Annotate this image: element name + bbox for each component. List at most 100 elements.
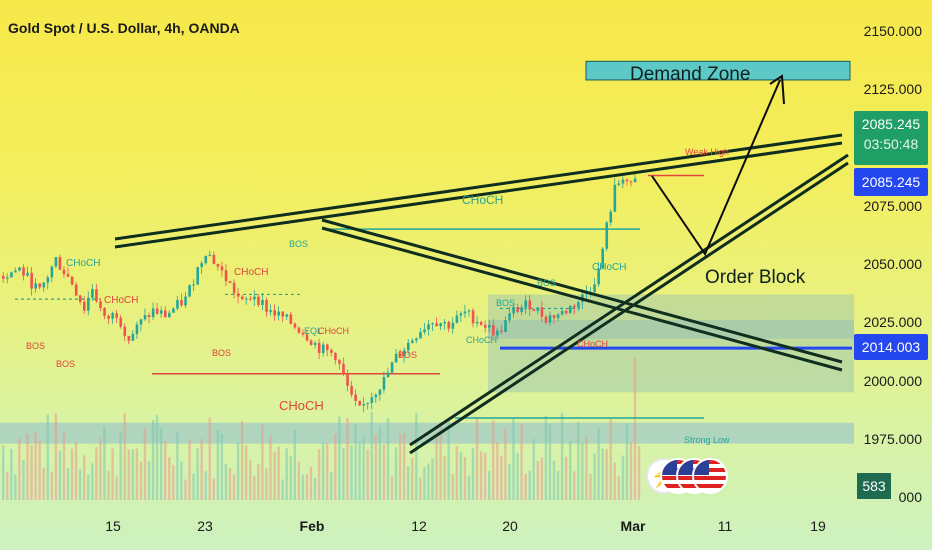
volume-bar	[419, 477, 422, 500]
choch-label: CHoCH	[66, 258, 100, 269]
volume-bar	[180, 461, 183, 500]
us-flag-icon[interactable]	[692, 458, 728, 494]
volume-bar	[524, 473, 527, 500]
candle-body	[386, 372, 390, 378]
candle-body	[402, 350, 406, 357]
descending-trendline[interactable]	[321, 218, 843, 364]
candle-body	[257, 296, 260, 305]
time-axis-label: 15	[105, 518, 121, 534]
candle-body	[463, 311, 467, 314]
volume-bar	[172, 464, 175, 500]
candle-body	[411, 340, 414, 343]
choch-label: CHoCH	[234, 267, 268, 278]
candle-body	[176, 300, 179, 309]
candle-body	[74, 284, 78, 296]
candle-body	[62, 269, 66, 274]
time-axis-label: 19	[810, 518, 826, 534]
projection-arrowhead	[769, 74, 785, 105]
volume-bar	[26, 433, 29, 500]
volume-bar	[228, 468, 232, 500]
candle-body	[240, 296, 244, 300]
volume-bar	[111, 448, 114, 500]
candle-body	[338, 360, 341, 364]
descending-trendline[interactable]	[321, 226, 843, 372]
volume-bar	[488, 471, 491, 500]
bos-label: BOS	[398, 350, 417, 360]
volume-bar	[362, 435, 365, 500]
candle-body	[528, 300, 532, 310]
candle-body	[164, 310, 167, 318]
candle-body	[224, 270, 228, 282]
candle-body	[378, 389, 382, 395]
candle-body	[103, 307, 106, 316]
volume-bar	[621, 455, 625, 500]
time-axis-label: Mar	[621, 518, 646, 534]
candle-body	[180, 300, 183, 306]
candle-body	[520, 307, 523, 312]
candle-body	[431, 323, 434, 325]
time-axis-label: 11	[718, 518, 733, 534]
candle-body	[293, 323, 297, 328]
volume-bar	[358, 441, 361, 500]
upper-trendline[interactable]	[114, 133, 843, 241]
volume-bar	[427, 463, 430, 500]
volume-bar	[50, 471, 53, 500]
volume-bar	[402, 432, 406, 500]
order-block-zone[interactable]	[488, 294, 854, 393]
candle-body	[50, 266, 54, 278]
weak-high-label: Weak High	[685, 147, 729, 157]
candle-body	[536, 307, 540, 312]
candle-body	[577, 302, 580, 308]
candle-body	[483, 324, 487, 328]
volume-bar	[87, 474, 90, 500]
volume-bar	[508, 463, 511, 500]
volume-bar	[66, 468, 70, 500]
volume-bar	[119, 432, 122, 500]
volume-bar	[443, 455, 446, 500]
demand-zone-box[interactable]	[585, 60, 851, 81]
upper-trendline[interactable]	[114, 141, 843, 249]
candle-body	[321, 344, 325, 353]
candle-body	[443, 321, 447, 324]
candle-body	[309, 340, 313, 345]
ascending-trendline[interactable]	[409, 153, 849, 447]
volume-bar	[2, 445, 5, 500]
volume-bar	[196, 448, 199, 500]
candle-body	[354, 394, 357, 401]
volume-bar	[370, 411, 373, 500]
economic-events[interactable]: ⚡	[646, 458, 730, 498]
volume-bar	[38, 440, 41, 500]
volume-bar	[475, 416, 479, 500]
ascending-trendline[interactable]	[409, 161, 849, 455]
volume-bar	[139, 461, 143, 500]
volume-bar	[127, 449, 130, 500]
candle-body	[573, 305, 576, 308]
candle-body	[261, 299, 264, 305]
candle-body	[342, 363, 345, 374]
volume-bar	[42, 467, 45, 500]
candle-body	[508, 313, 511, 321]
projection-path[interactable]	[651, 79, 781, 257]
candle-body	[544, 316, 548, 323]
candle-body	[479, 321, 483, 325]
candle-body	[216, 263, 220, 267]
candle-body	[423, 329, 426, 333]
candle-body	[362, 403, 366, 406]
candle-body	[613, 184, 617, 212]
candle-body	[119, 317, 123, 327]
volume-bar	[569, 441, 572, 500]
time-axis-label: 23	[197, 518, 213, 534]
candle-body	[459, 313, 463, 316]
volume-bar	[301, 474, 305, 500]
price-axis-label: 1975.000	[864, 431, 923, 447]
volume-bar	[552, 460, 556, 500]
candle-body	[601, 248, 604, 269]
volume-bar	[609, 417, 612, 500]
candle-body	[564, 311, 568, 314]
volume-bar	[407, 465, 410, 500]
volume-bar	[350, 445, 353, 500]
bos-label: BOS	[56, 359, 75, 369]
volume-bar	[10, 448, 13, 500]
